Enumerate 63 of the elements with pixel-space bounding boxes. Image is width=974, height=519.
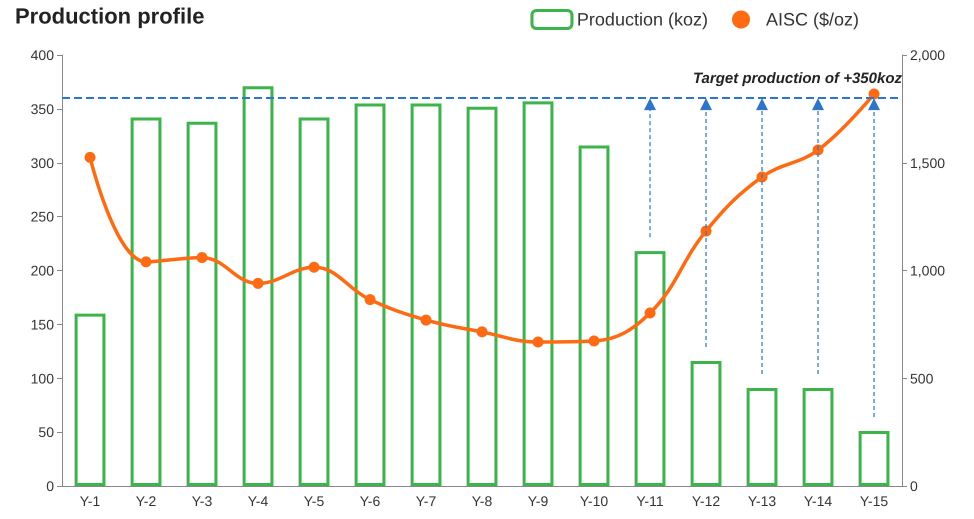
y-tick-label: 300 [30, 154, 54, 171]
y2-tick-label: 2,000 [910, 47, 946, 63]
point [756, 171, 768, 182]
bar [410, 103, 442, 486]
legend-label: AISC ($/oz) [766, 10, 860, 30]
y-tick-label: 0 [46, 478, 54, 494]
x-tick-label: Y-15 [860, 493, 888, 509]
bar [298, 117, 330, 486]
point [868, 88, 880, 100]
bar [578, 146, 610, 486]
x-tick-label: Y-6 [360, 493, 380, 509]
y-tick-label: 50 [38, 424, 54, 440]
x-tick-label: Y-14 [804, 493, 832, 509]
point [476, 326, 488, 338]
point [84, 152, 96, 163]
point [364, 294, 376, 306]
x-tick-label: Y-13 [748, 493, 776, 509]
x-tick-label: Y-2 [136, 493, 156, 509]
legend-label: Production (koz) [576, 10, 708, 30]
bar [690, 361, 722, 486]
point [252, 278, 264, 289]
point [308, 262, 320, 273]
point [588, 335, 600, 346]
x-tick-label: Y-9 [528, 493, 548, 509]
y2-tick-label: 500 [910, 370, 934, 386]
y2-tick-label: 1,500 [910, 154, 946, 171]
x-tick-label: Y-7 [416, 493, 436, 509]
point [812, 144, 824, 156]
bar [522, 101, 554, 486]
x-tick-label: Y-1 [80, 493, 100, 509]
ref-line-label: Target production of +350koz [692, 70, 902, 88]
point [644, 307, 656, 318]
point [532, 336, 544, 348]
bar [354, 103, 386, 486]
x-tick-label: Y-3 [192, 493, 212, 509]
bar [186, 122, 218, 486]
point [140, 256, 152, 268]
y-tick-label: 400 [30, 47, 54, 63]
chart-title: Production profile [15, 4, 204, 28]
y-tick-label: 150 [30, 316, 54, 332]
y2-tick-label: 1,000 [910, 262, 946, 278]
x-tick-label: Y-11 [636, 493, 664, 509]
y2-tick-label: 0 [910, 478, 918, 494]
x-tick-label: Y-12 [692, 493, 720, 509]
y-tick-label: 100 [30, 370, 54, 386]
bar [858, 431, 890, 486]
bar [802, 388, 834, 486]
point [196, 252, 208, 264]
point [700, 226, 712, 237]
bar [74, 314, 106, 486]
bar [130, 117, 162, 486]
bar [634, 251, 666, 486]
y-tick-label: 200 [30, 262, 54, 278]
y-tick-label: 350 [30, 100, 54, 117]
x-tick-label: Y-8 [472, 493, 492, 509]
x-tick-label: Y-5 [304, 493, 324, 509]
point [420, 314, 432, 326]
x-tick-label: Y-10 [580, 493, 608, 509]
bar [242, 86, 274, 486]
y-tick-label: 250 [30, 208, 54, 225]
bar [466, 106, 498, 486]
x-tick-label: Y-4 [248, 493, 268, 509]
bar [746, 388, 778, 486]
